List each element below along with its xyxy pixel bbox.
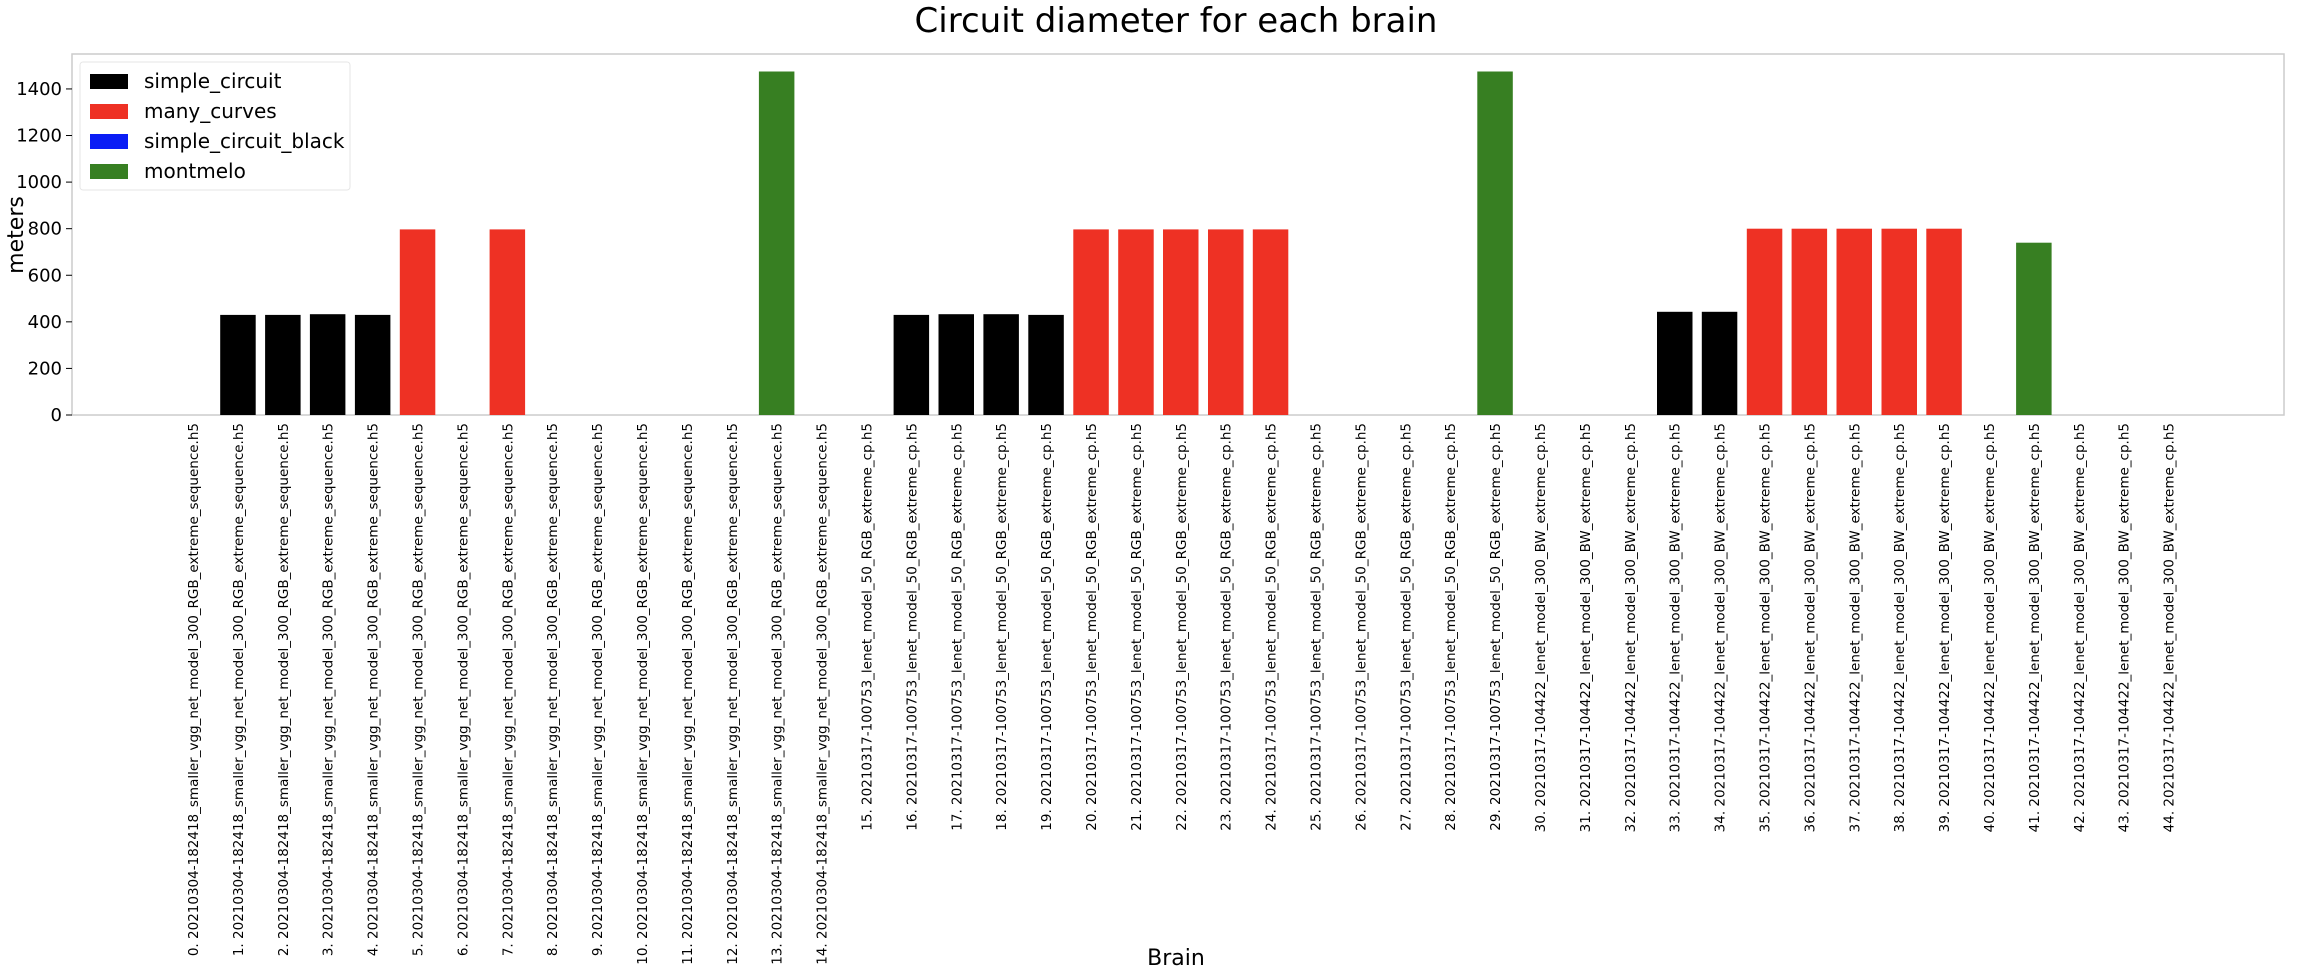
bar-22	[1163, 229, 1199, 415]
x-tick-label: 42. 20210317-104422_lenet_model_300_BW_e…	[2072, 423, 2088, 832]
x-tick-label: 13. 20210304-182418_smaller_vgg_net_mode…	[770, 423, 786, 965]
x-tick-label: 18. 20210317-100753_lenet_model_50_RGB_e…	[994, 423, 1010, 831]
legend-swatch	[90, 134, 128, 149]
bar-2	[265, 314, 301, 415]
bar-37	[1836, 228, 1872, 415]
bar-17	[938, 314, 974, 415]
x-tick-label: 28. 20210317-100753_lenet_model_50_RGB_e…	[1443, 423, 1459, 831]
bar-21	[1118, 229, 1154, 415]
legend-swatch	[90, 74, 128, 89]
x-tick-label: 27. 20210317-100753_lenet_model_50_RGB_e…	[1398, 423, 1414, 831]
x-tick-label: 6. 20210304-182418_smaller_vgg_net_model…	[455, 423, 471, 956]
x-tick-label: 31. 20210317-104422_lenet_model_300_BW_e…	[1578, 423, 1594, 832]
bar-16	[893, 314, 930, 415]
bar-33	[1657, 311, 1693, 415]
bar-36	[1791, 228, 1828, 415]
x-tick-label: 41. 20210317-104422_lenet_model_300_BW_e…	[2027, 423, 2043, 832]
bar-18	[983, 314, 1019, 415]
y-tick-label: 600	[28, 265, 62, 286]
x-tick-label: 3. 20210304-182418_smaller_vgg_net_model…	[321, 423, 337, 956]
x-tick-label: 12. 20210304-182418_smaller_vgg_net_mode…	[725, 423, 741, 965]
bar-1	[220, 314, 256, 415]
bar-19	[1028, 314, 1064, 415]
x-tick-label: 1. 20210304-182418_smaller_vgg_net_model…	[231, 423, 247, 956]
x-tick-label: 25. 20210317-100753_lenet_model_50_RGB_e…	[1309, 423, 1325, 831]
x-tick-label: 20. 20210317-100753_lenet_model_50_RGB_e…	[1084, 423, 1100, 831]
x-tick-label: 44. 20210317-104422_lenet_model_300_BW_e…	[2162, 423, 2178, 832]
chart-title: Circuit diameter for each brain	[915, 1, 1438, 41]
legend-label: montmelo	[144, 159, 246, 183]
x-tick-label: 17. 20210317-100753_lenet_model_50_RGB_e…	[949, 423, 965, 831]
x-tick-label: 7. 20210304-182418_smaller_vgg_net_model…	[500, 423, 516, 956]
bars-layer	[220, 71, 2052, 415]
x-tick-label: 37. 20210317-104422_lenet_model_300_BW_e…	[1847, 423, 1863, 832]
y-tick-label: 0	[51, 405, 62, 426]
legend: simple_circuit many_curves simple_circuit_…	[79, 61, 351, 191]
x-axis-label: Brain	[1147, 946, 1205, 971]
legend-label: many_curves	[144, 99, 277, 123]
x-tick-label: 36. 20210317-104422_lenet_model_300_BW_e…	[1802, 423, 1818, 832]
bar-23	[1208, 229, 1244, 415]
x-tick-label: 4. 20210304-182418_smaller_vgg_net_model…	[366, 423, 382, 956]
x-tick-label: 19. 20210317-100753_lenet_model_50_RGB_e…	[1039, 423, 1055, 831]
bar-34	[1701, 311, 1738, 415]
bar-29	[1477, 71, 1513, 415]
bar-38	[1881, 228, 1917, 415]
x-tick-label: 29. 20210317-100753_lenet_model_50_RGB_e…	[1488, 423, 1504, 831]
x-tick-label: 5. 20210304-182418_smaller_vgg_net_model…	[411, 423, 427, 956]
x-tick-label: 32. 20210317-104422_lenet_model_300_BW_e…	[1623, 423, 1639, 832]
bar-35	[1746, 228, 1783, 415]
bar-39	[1926, 228, 1962, 415]
y-tick-label: 800	[28, 219, 62, 240]
x-tick-label: 8. 20210304-182418_smaller_vgg_net_model…	[545, 423, 561, 956]
legend-label: simple_circuit	[144, 69, 282, 93]
x-tick-label: 11. 20210304-182418_smaller_vgg_net_mode…	[680, 423, 696, 965]
legend-box	[79, 61, 351, 191]
bar-24	[1252, 229, 1289, 415]
x-tick-label: 34. 20210317-104422_lenet_model_300_BW_e…	[1713, 423, 1729, 832]
bar-20	[1073, 229, 1109, 415]
x-tick-label: 21. 20210317-100753_lenet_model_50_RGB_e…	[1129, 423, 1145, 831]
bar-41	[2016, 242, 2052, 415]
y-tick-label: 200	[28, 358, 62, 379]
x-tick-label: 0. 20210304-182418_smaller_vgg_net_model…	[186, 423, 202, 956]
bar-7	[489, 229, 526, 415]
y-tick-label: 400	[28, 312, 62, 333]
x-tick-label: 14. 20210304-182418_smaller_vgg_net_mode…	[815, 423, 831, 965]
y-axis-label: meters	[4, 196, 29, 274]
x-tick-label: 43. 20210317-104422_lenet_model_300_BW_e…	[2117, 423, 2133, 832]
y-axis-ticks: 0 200 400 600 800 1000 1200 1400	[16, 79, 72, 426]
x-tick-label: 38. 20210317-104422_lenet_model_300_BW_e…	[1892, 423, 1908, 832]
x-tick-label: 35. 20210317-104422_lenet_model_300_BW_e…	[1758, 423, 1774, 832]
x-tick-label: 40. 20210317-104422_lenet_model_300_BW_e…	[1982, 423, 1998, 832]
y-tick-label: 1200	[16, 126, 62, 147]
x-tick-label: 15. 20210317-100753_lenet_model_50_RGB_e…	[860, 423, 876, 831]
bar-13	[758, 71, 795, 415]
x-tick-label: 30. 20210317-104422_lenet_model_300_BW_e…	[1533, 423, 1549, 832]
bar-3	[309, 314, 346, 415]
x-tick-label: 33. 20210317-104422_lenet_model_300_BW_e…	[1668, 423, 1684, 832]
legend-swatch	[90, 104, 128, 119]
x-tick-label: 16. 20210317-100753_lenet_model_50_RGB_e…	[904, 423, 920, 831]
legend-label: simple_circuit_black	[144, 129, 345, 153]
x-tick-label: 2. 20210304-182418_smaller_vgg_net_model…	[276, 423, 292, 956]
x-tick-label: 22. 20210317-100753_lenet_model_50_RGB_e…	[1174, 423, 1190, 831]
x-tick-label: 26. 20210317-100753_lenet_model_50_RGB_e…	[1353, 423, 1369, 831]
x-tick-label: 24. 20210317-100753_lenet_model_50_RGB_e…	[1264, 423, 1280, 831]
bar-5	[399, 229, 436, 415]
x-tick-label: 10. 20210304-182418_smaller_vgg_net_mode…	[635, 423, 651, 965]
x-tick-label: 39. 20210317-104422_lenet_model_300_BW_e…	[1937, 423, 1953, 832]
legend-swatch	[90, 164, 128, 179]
x-tick-label: 9. 20210304-182418_smaller_vgg_net_model…	[590, 423, 606, 956]
bar-4	[354, 314, 391, 415]
y-tick-label: 1400	[16, 79, 62, 100]
x-tick-label: 23. 20210317-100753_lenet_model_50_RGB_e…	[1219, 423, 1235, 831]
y-tick-label: 1000	[16, 172, 62, 193]
x-axis-ticks: 0. 20210304-182418_smaller_vgg_net_model…	[186, 423, 2178, 965]
